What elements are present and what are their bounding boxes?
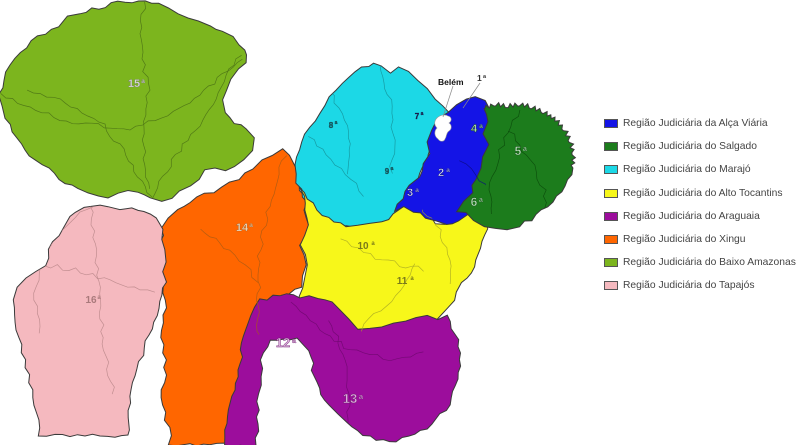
svg-text:a: a	[421, 111, 424, 117]
svg-text:16: 16	[85, 295, 97, 306]
svg-text:5: 5	[515, 144, 522, 158]
svg-text:a: a	[415, 187, 419, 194]
svg-text:7: 7	[415, 112, 420, 121]
svg-text:6: 6	[471, 195, 478, 209]
svg-text:3: 3	[407, 187, 413, 199]
svg-text:8: 8	[329, 121, 334, 130]
svg-text:15: 15	[128, 78, 140, 90]
svg-text:a: a	[483, 74, 487, 80]
svg-text:1: 1	[477, 73, 482, 83]
svg-text:4: 4	[471, 123, 478, 135]
svg-text:2: 2	[438, 167, 444, 179]
svg-text:a: a	[335, 120, 338, 126]
svg-text:a: a	[479, 123, 483, 130]
svg-text:11: 11	[397, 276, 408, 287]
svg-text:a: a	[391, 166, 394, 172]
svg-text:a: a	[249, 222, 253, 229]
svg-text:Belém: Belém	[438, 77, 464, 87]
svg-text:a: a	[523, 146, 527, 153]
svg-text:14: 14	[236, 222, 249, 234]
svg-text:a: a	[479, 197, 483, 204]
svg-text:a: a	[446, 167, 450, 174]
svg-text:10: 10	[357, 241, 369, 252]
svg-text:9: 9	[385, 167, 390, 176]
svg-text:a: a	[141, 78, 145, 85]
svg-text:12: 12	[276, 335, 290, 350]
svg-text:13: 13	[343, 391, 357, 406]
